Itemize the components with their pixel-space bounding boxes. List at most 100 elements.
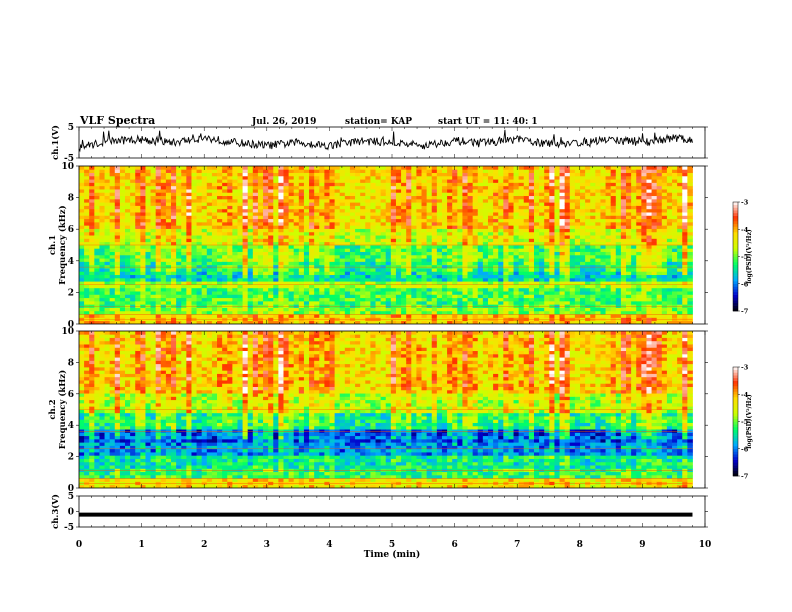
spectrogram-cell	[242, 281, 249, 285]
spectrogram-cell	[206, 185, 213, 190]
spectrogram-cell	[539, 195, 545, 200]
spectrogram-cell	[339, 281, 346, 285]
spectrogram-cell	[145, 189, 151, 193]
spectrogram-cell	[426, 294, 433, 299]
spectrogram-cell	[84, 179, 90, 183]
spectrogram-cell	[283, 251, 289, 256]
spectrogram-cell	[84, 271, 90, 276]
spectrogram-cell	[493, 261, 499, 266]
spectrogram-cell	[436, 248, 443, 252]
spectrogram-cell	[457, 304, 463, 308]
spectrogram-cell	[441, 182, 448, 187]
spectrogram-cell	[155, 310, 162, 315]
spectrogram-cell	[329, 228, 336, 233]
spectrogram-cell	[370, 300, 376, 305]
spectrogram-cell	[411, 304, 417, 308]
spectrogram-cell	[171, 215, 177, 220]
spectrogram-cell	[89, 248, 95, 252]
spectrogram-cell	[145, 218, 151, 223]
spectrogram-cell	[370, 215, 376, 220]
spectrogram-cell	[237, 185, 243, 190]
spectrogram-cell	[395, 182, 402, 187]
spectrogram-cell	[508, 208, 514, 213]
spectrogram-cell	[508, 297, 514, 302]
spectrogram-cell	[487, 185, 494, 190]
spectrogram-cell	[503, 185, 509, 190]
spectrogram-cell	[268, 251, 274, 256]
spectrogram-cell	[160, 189, 167, 193]
spectrogram-cell	[298, 251, 305, 256]
spectrogram-cell	[329, 198, 336, 203]
spectrogram-cell	[257, 238, 264, 243]
spectrogram-cell	[467, 314, 474, 318]
spectrogram-cell	[288, 212, 295, 216]
spectrogram-cell	[298, 238, 305, 243]
spectrogram-cell	[155, 297, 162, 302]
spectrogram-cell	[242, 291, 249, 295]
spectrogram-cell	[518, 172, 525, 177]
spectrogram-cell	[406, 245, 412, 249]
spectrogram-cell	[319, 264, 325, 269]
spectrogram-cell	[472, 271, 479, 276]
spectrogram-cell	[150, 284, 157, 289]
spectrogram-cell	[201, 264, 208, 269]
spectrogram-cell	[114, 258, 121, 262]
spectrogram-cell	[217, 208, 223, 213]
spectrogram-cell	[585, 268, 591, 272]
spectrogram-cell	[431, 251, 438, 256]
spectrogram-cell	[125, 172, 131, 177]
spectrogram-cell	[181, 320, 187, 324]
spectrogram-cell	[242, 221, 249, 226]
spectrogram-cell	[416, 225, 422, 229]
spectrogram-cell	[467, 304, 474, 308]
spectrogram-cell	[421, 205, 428, 210]
spectrogram-cell	[186, 235, 192, 239]
spectrogram-cell	[447, 202, 453, 206]
spectrogram-cell	[222, 208, 228, 213]
spectrogram-cell	[447, 182, 453, 187]
spectrogram-cell	[426, 307, 433, 312]
spectrogram-cell	[150, 268, 157, 272]
spectrogram-cell	[487, 284, 494, 289]
spectrogram-cell	[385, 228, 392, 233]
spectrogram-cell	[232, 307, 238, 312]
spectrogram-cell	[528, 231, 535, 236]
spectrogram-cell	[380, 261, 387, 266]
spectrogram-cell	[375, 195, 382, 200]
spectrogram-cell	[211, 205, 218, 210]
spectrogram-cell	[273, 235, 279, 239]
spectrogram-cell	[401, 245, 407, 249]
spectrogram-cell	[482, 182, 489, 187]
spectrogram-cell	[467, 310, 474, 315]
spectrogram-cell	[160, 182, 167, 187]
spectrogram-cell	[247, 238, 254, 243]
spectrogram-cell	[595, 300, 601, 305]
spectrogram-cell	[462, 248, 468, 252]
spectrogram-cell	[130, 277, 136, 282]
spectrogram-cell	[426, 300, 433, 305]
spectrogram-cell	[314, 231, 320, 236]
spectrogram-cell	[125, 195, 131, 200]
spectrogram-cell	[114, 261, 121, 266]
spectrogram-cell	[462, 198, 468, 203]
spectrogram-cell	[518, 179, 525, 183]
spectrogram-cell	[421, 192, 428, 197]
spectrogram-cell	[155, 261, 162, 266]
spectrogram-cell	[513, 300, 520, 305]
spectrogram-cell	[380, 228, 387, 233]
spectrogram-cell	[334, 169, 341, 173]
spectrogram-cell	[268, 300, 274, 305]
spectrogram-cell	[508, 202, 514, 206]
spectrogram-cell	[426, 218, 433, 223]
spectrogram-cell	[452, 261, 458, 266]
spectrogram-cell	[125, 218, 131, 223]
spectrogram-cell	[457, 314, 463, 318]
spectrogram-cell	[334, 297, 341, 302]
spectrogram-cell	[549, 261, 555, 266]
spectrogram-cell	[227, 179, 233, 183]
spectrogram-cell	[534, 169, 540, 173]
spectrogram-cell	[421, 281, 428, 285]
spectrogram-cell	[574, 287, 581, 292]
spectrogram-cell	[160, 274, 167, 279]
spectrogram-cell	[273, 169, 279, 173]
